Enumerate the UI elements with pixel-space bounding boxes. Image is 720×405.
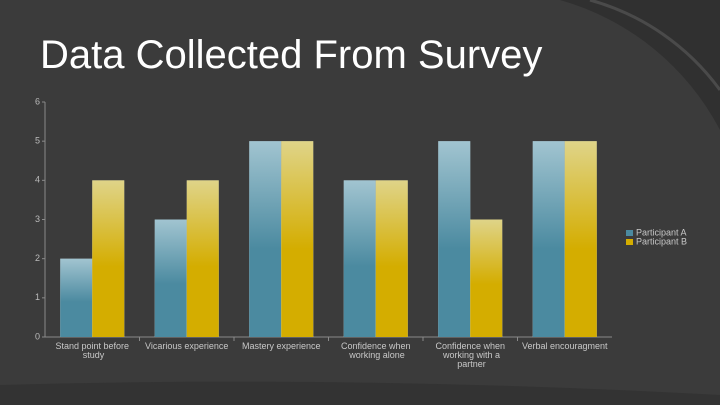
bar	[564, 141, 597, 337]
bar	[470, 219, 503, 337]
y-tick-label: 0	[35, 331, 40, 341]
y-tick-label: 1	[35, 292, 40, 302]
bar	[532, 141, 565, 337]
bar	[92, 180, 125, 337]
legend-swatch	[626, 230, 633, 236]
y-tick-label: 6	[35, 96, 40, 106]
corner-arc-line	[589, 0, 720, 91]
bar	[281, 141, 314, 337]
y-tick-label: 4	[35, 175, 40, 185]
legend-swatch	[626, 239, 633, 245]
bar	[438, 141, 471, 337]
bar	[60, 258, 93, 337]
x-tick-label: Stand point before study	[55, 341, 129, 360]
x-tick-label: Verbal encouragment	[522, 341, 608, 351]
y-tick-label: 5	[35, 136, 40, 146]
x-tick-label: Vicarious experience	[145, 341, 228, 351]
legend-label: Participant A	[636, 227, 687, 237]
x-tick-label: Mastery experience	[242, 341, 321, 351]
y-tick-label: 2	[35, 253, 40, 263]
bar	[249, 141, 282, 337]
slide-title: Data Collected From Survey	[40, 33, 542, 77]
corner-arc	[560, 0, 720, 130]
bar	[343, 180, 376, 337]
legend-label: Participant B	[636, 236, 687, 246]
bottom-band	[0, 381, 720, 405]
x-tick-label: Confidence when working with a partner	[435, 341, 505, 369]
bar	[154, 219, 187, 337]
x-tick-label: Confidence when working alone	[341, 341, 411, 360]
bar	[186, 180, 219, 337]
y-tick-label: 3	[35, 214, 40, 224]
bar	[375, 180, 408, 337]
